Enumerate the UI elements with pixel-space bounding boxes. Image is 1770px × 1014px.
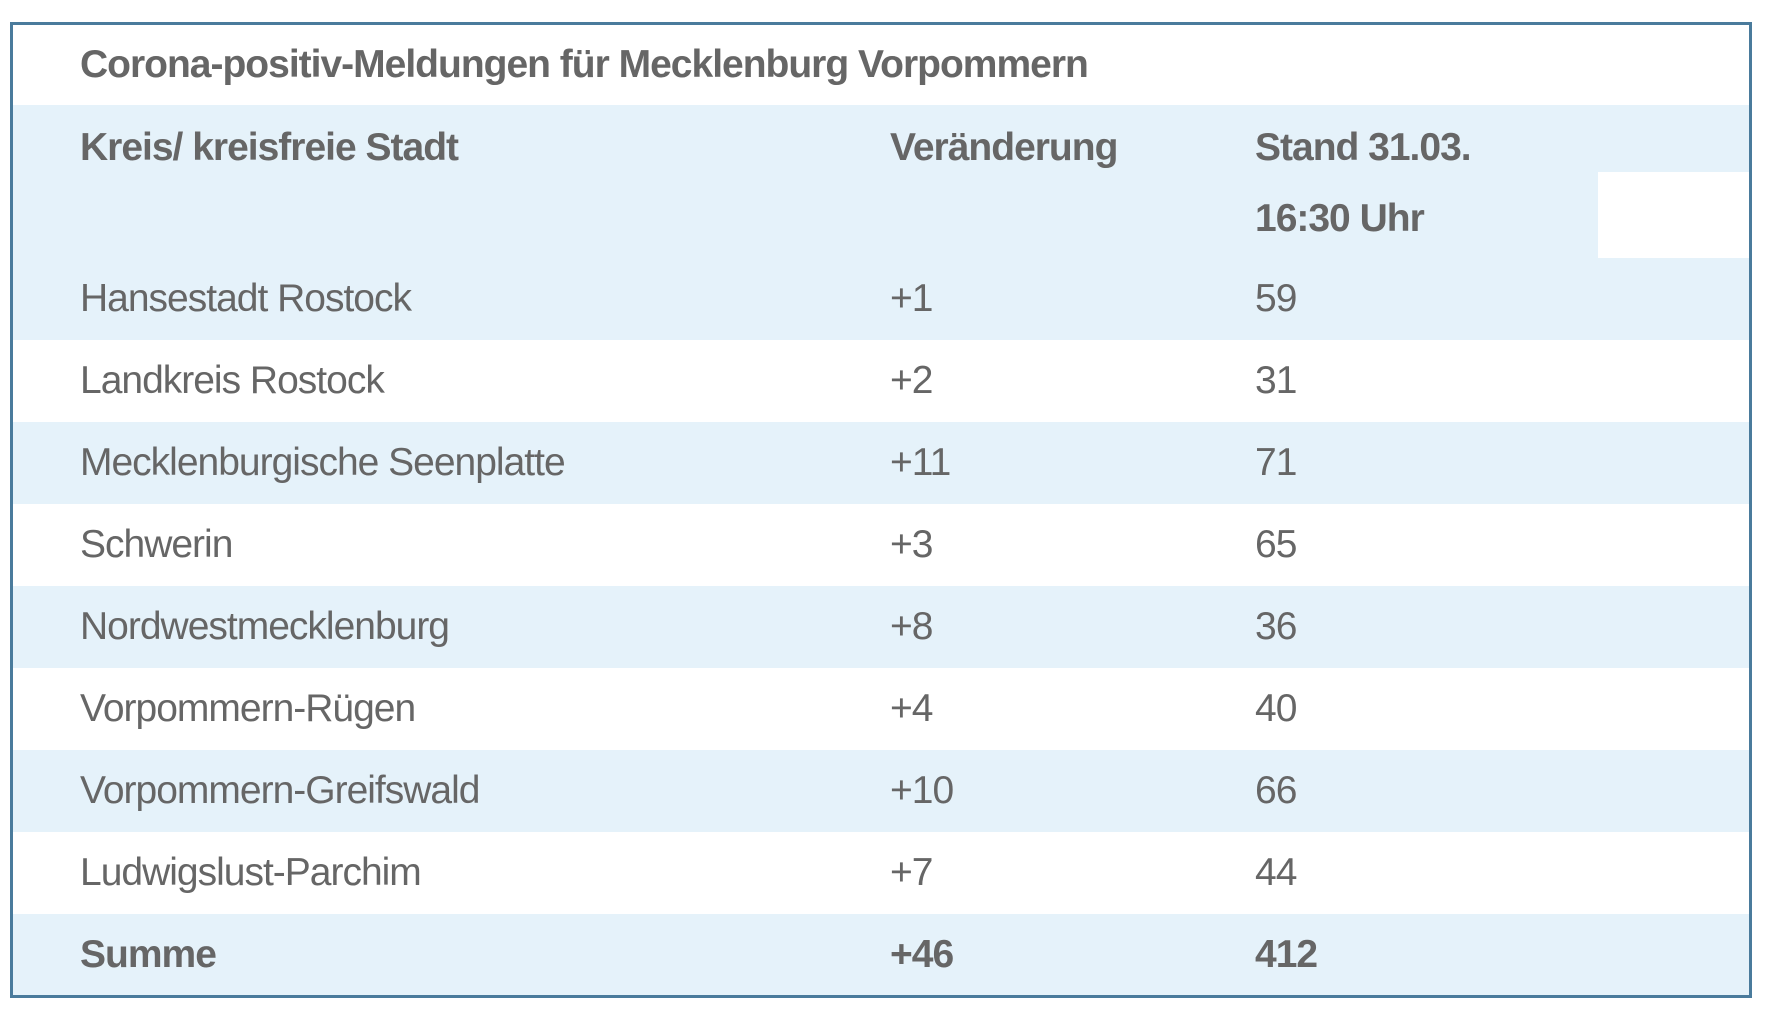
table-header-row: Kreis/ kreisfreie Stadt Veränderung Stan… [13,105,1749,258]
district-cell: Ludwigslust-Parchim [80,851,422,894]
count-cell: 66 [1255,769,1297,812]
table-title-row: Corona-positiv-Meldungen für Mecklenburg… [13,25,1749,105]
district-cell: Hansestadt Rostock [80,277,412,320]
district-cell: Vorpommern-Rügen [80,687,416,730]
table-body: Hansestadt Rostock +1 59 Landkreis Rosto… [13,258,1749,914]
table-row: Vorpommern-Rügen +4 40 [13,668,1749,750]
corona-table-panel: Corona-positiv-Meldungen für Mecklenburg… [10,22,1752,998]
table-row: Hansestadt Rostock +1 59 [13,258,1749,340]
column-header-change: Veränderung [890,126,1118,169]
count-cell: 44 [1255,851,1297,894]
total-count-value: 412 [1255,932,1318,976]
table-row: Nordwestmecklenburg +8 36 [13,586,1749,668]
district-cell: Schwerin [80,523,233,566]
change-cell: +8 [890,605,933,648]
table-row: Ludwigslust-Parchim +7 44 [13,832,1749,914]
column-header-status-time: 16:30 Uhr [1255,197,1425,240]
change-cell: +1 [890,277,933,320]
count-cell: 65 [1255,523,1297,566]
column-header-district: Kreis/ kreisfreie Stadt [80,126,459,169]
change-cell: +4 [890,687,933,730]
count-cell: 40 [1255,687,1297,730]
total-label: Summe [80,932,217,976]
table-row: Mecklenburgische Seenplatte +11 71 [13,422,1749,504]
change-cell: +10 [890,769,954,812]
table-row: Landkreis Rostock +2 31 [13,340,1749,422]
column-header-status-date: Stand 31.03. [1255,126,1472,169]
count-cell: 36 [1255,605,1297,648]
table-row: Vorpommern-Greifswald +10 66 [13,750,1749,832]
count-cell: 31 [1255,359,1297,402]
count-cell: 59 [1255,277,1297,320]
district-cell: Landkreis Rostock [80,359,385,402]
district-cell: Nordwestmecklenburg [80,605,450,648]
change-cell: +3 [890,523,933,566]
table-row: Schwerin +3 65 [13,504,1749,586]
total-change-value: +46 [890,932,954,976]
empty-header-cell [1598,172,1749,258]
district-cell: Vorpommern-Greifswald [80,769,480,812]
table-total-row: Summe +46 412 [13,914,1749,995]
change-cell: +11 [890,441,951,484]
district-cell: Mecklenburgische Seenplatte [80,441,566,484]
count-cell: 71 [1255,441,1297,484]
table-title: Corona-positiv-Meldungen für Mecklenburg… [80,43,1089,86]
change-cell: +2 [890,359,933,402]
change-cell: +7 [890,851,933,894]
column-header-status: Stand 31.03. 16:30 Uhr [1255,105,1598,258]
